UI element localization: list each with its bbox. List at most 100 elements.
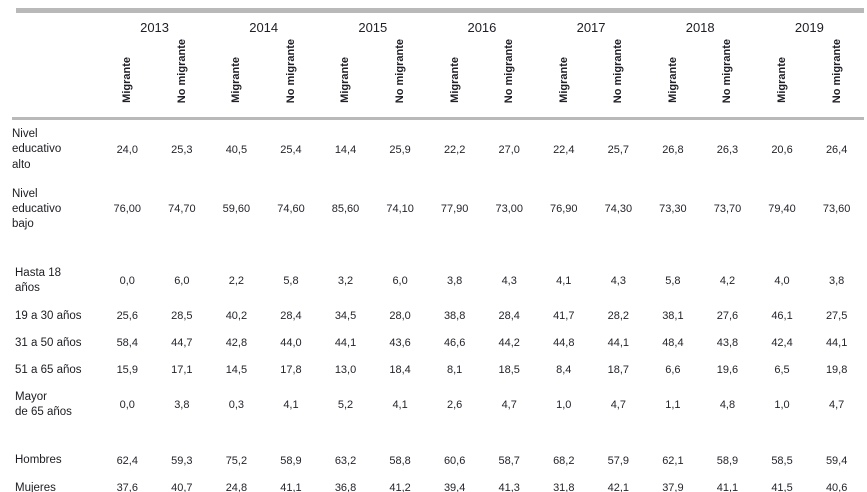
value-cell: 4,2 [719,275,736,288]
column-subheader: Migrante [427,37,482,121]
value-cell: 26,4 [825,143,848,156]
value-cell: 43,8 [716,337,739,350]
value-cell: 73,30 [659,203,687,216]
rotated-label: Migrante [666,57,679,104]
value-cell: 42,4 [771,337,793,350]
value-cell: 5,8 [665,275,681,288]
value-cell: 4,1 [556,275,572,288]
value-cell: 38,1 [662,310,684,323]
value-cell: 3,8 [447,275,463,288]
value-cell: 14,4 [334,143,357,156]
value-cell: 28,4 [498,310,520,323]
value-cell: 5,8 [283,275,299,288]
value-cell: 26,3 [716,143,739,156]
value-cell: 46,6 [443,337,466,350]
value-cell: 4,8 [719,399,736,412]
value-cell: 62,4 [116,455,138,467]
value-cell: 58,7 [498,455,520,467]
value-cell: 44,7 [171,337,193,350]
value-cell: 73,00 [495,203,523,216]
value-cell: 42,1 [607,482,630,492]
value-cell: 25,3 [171,143,193,156]
row-label: 31 a 50 años [15,336,82,349]
value-cell: 1,0 [774,399,790,412]
value-cell: 0,0 [119,399,135,412]
value-cell: 27,6 [716,310,739,323]
year-header: 2014 [249,20,279,35]
value-cell: 41,1 [716,482,739,492]
row-label: 51 a 65 años [15,363,82,376]
value-cell: 6,0 [392,275,408,288]
rotated-label: No migrante [503,39,516,104]
rotated-label: Migrante [775,57,788,104]
row-label: Hasta 18 años [15,267,62,295]
value-cell: 36,8 [334,482,357,492]
value-cell: 40,5 [225,143,248,156]
value-cell: 74,60 [277,203,305,216]
value-cell: 4,7 [501,399,517,412]
value-cell: 41,7 [553,310,575,323]
value-cell: 44,8 [553,337,575,350]
value-cell: 44,0 [280,337,302,350]
column-subheader: No migrante [154,37,210,121]
value-cell: 2,6 [447,399,463,412]
value-cell: 40,6 [825,482,848,492]
value-cell: 58,9 [716,455,739,467]
table-body: Nivel educativo alto 24,0 25,3 40,5 25,4 14,4… [12,119,864,492]
value-cell: 17,8 [280,364,302,377]
value-cell: 73,60 [822,203,851,216]
value-cell: 4,1 [283,399,299,412]
table-row: 31 a 50 años 58,4 44,7 42,8 44,0 44,1 43,6 46,6… [12,330,864,357]
column-subheader: No migrante [263,37,319,121]
value-cell: 19,8 [825,364,848,377]
value-cell: 8,1 [447,364,463,377]
row-label: Mayor de 65 años [15,391,72,419]
value-cell: 40,7 [171,482,193,492]
value-cell: 58,8 [389,455,411,467]
value-cell: 44,1 [334,337,357,350]
value-cell: 75,2 [225,455,248,467]
value-cell: 6,6 [665,364,681,377]
value-cell: 28,2 [607,310,630,323]
value-cell: 4,7 [610,399,626,412]
value-cell: 39,4 [443,482,466,492]
subheader-row: Migrante No migrante Migrante No migrante Mi… [12,37,864,121]
value-cell: 17,1 [171,364,193,377]
table-row: Nivel educativo alto 24,0 25,3 40,5 25,4 14,4… [12,119,864,180]
table-row: 51 a 65 años 15,9 17,1 14,5 17,8 13,0 18,4 8,1 1… [12,357,864,384]
value-cell: 6,5 [774,364,790,377]
value-cell: 6,0 [174,275,190,288]
value-cell: 74,30 [604,203,633,216]
value-cell: 3,2 [337,275,354,288]
column-subheader: Migrante [754,37,810,121]
column-subheader: No migrante [372,37,428,121]
year-header: 2016 [467,20,497,35]
value-cell: 0,0 [119,275,135,288]
year-header-row: 2013 2014 2015 2016 2017 2018 2019 [12,13,864,37]
value-cell: 0,3 [228,399,245,412]
value-cell: 24,8 [225,482,248,492]
value-cell: 27,0 [498,143,520,156]
table-row: Mujeres 37,6 40,7 24,8 41,1 36,8 41,2 39,4 41,3 3… [12,475,864,492]
rotated-label: Migrante [448,57,461,104]
table-row: 19 a 30 años 25,6 28,5 40,2 28,4 34,5 28,0 38,8… [12,303,864,330]
year-header: 2017 [576,20,606,35]
value-cell: 41,5 [771,482,793,492]
rotated-label: Migrante [121,57,134,104]
value-cell: 46,1 [771,310,793,323]
corner-cell [12,13,100,37]
year-header: 2013 [140,20,170,35]
column-subheader: Migrante [100,37,155,121]
value-cell: 40,2 [225,310,248,323]
value-cell: 22,4 [553,143,575,156]
value-cell: 3,8 [829,275,845,288]
value-cell: 59,60 [222,203,251,216]
top-rule-divider [16,8,864,13]
year-header: 2018 [685,20,715,35]
value-cell: 25,9 [389,143,411,156]
value-cell: 44,2 [498,337,520,350]
value-cell: 28,0 [389,310,411,323]
value-cell: 37,6 [116,482,138,492]
value-cell: 18,7 [607,364,630,377]
